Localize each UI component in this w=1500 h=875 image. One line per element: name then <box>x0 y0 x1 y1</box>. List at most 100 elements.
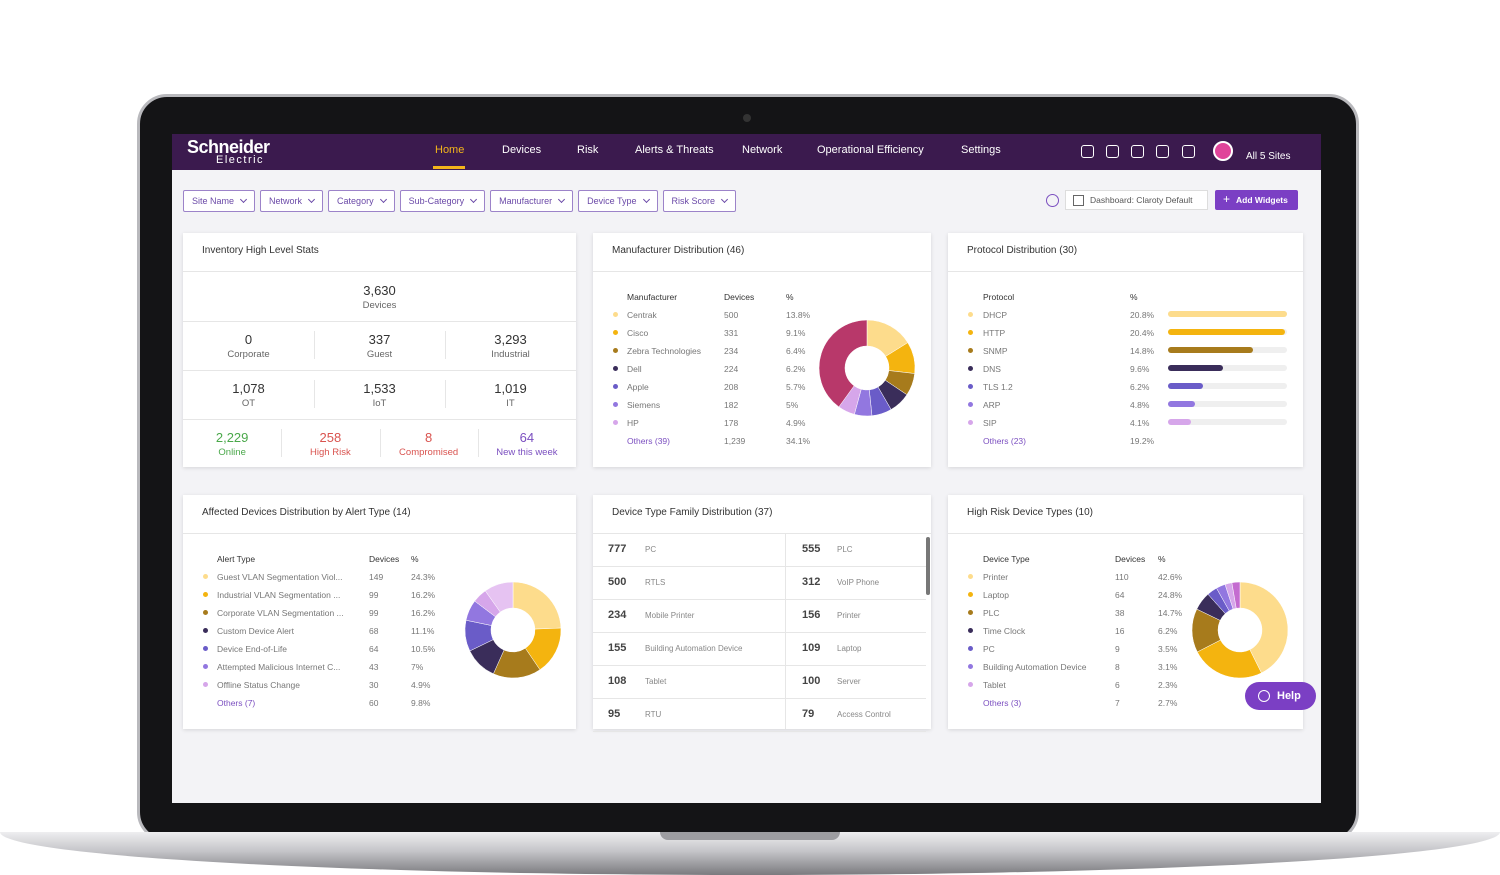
nav-item[interactable]: Settings <box>961 144 1001 156</box>
row-pct: 9.1% <box>786 328 806 338</box>
stat-label: Industrial <box>491 349 530 360</box>
legend-dot <box>968 664 973 669</box>
dashboard-selector[interactable]: Dashboard: Claroty Default <box>1065 190 1208 210</box>
row-pct: 2.7% <box>1158 698 1178 708</box>
donut-chart <box>818 319 916 417</box>
nav-icon[interactable] <box>1156 145 1169 158</box>
row-name: Others (7) <box>217 698 256 708</box>
row-name: SIP <box>983 418 997 428</box>
row-devices: 64 <box>1115 590 1125 600</box>
legend-dot <box>203 646 208 651</box>
nav-item[interactable]: Home <box>435 144 465 156</box>
divider <box>593 271 931 272</box>
donut-segment <box>484 581 514 613</box>
divider <box>183 321 576 322</box>
widget-title: Manufacturer Distribution (46) <box>612 245 745 256</box>
row-name: Tablet <box>983 680 1006 690</box>
family-name: RTLS <box>645 578 666 587</box>
row-name: Printer <box>983 572 1009 582</box>
widget-title: Inventory High Level Stats <box>202 245 319 256</box>
row-pct: 4.9% <box>411 680 431 690</box>
status-value: 258 <box>319 430 342 445</box>
family-count: 155 <box>608 642 627 654</box>
divider <box>445 380 446 408</box>
nav-icon[interactable] <box>1081 145 1094 158</box>
stat-value: 337 <box>368 332 391 347</box>
nav-icon[interactable] <box>1131 145 1144 158</box>
filter-dropdown[interactable]: Sub-Category <box>399 190 486 212</box>
row-pct: 24.3% <box>411 572 436 582</box>
nav-icon[interactable] <box>1182 145 1195 158</box>
filter-dropdown[interactable]: Category <box>328 190 395 212</box>
divider <box>314 331 315 359</box>
nav-item[interactable]: Devices <box>502 144 542 156</box>
nav-item[interactable]: Alerts & Threats <box>635 144 714 156</box>
row-pct: 3.1% <box>1158 662 1178 672</box>
row-pct: 16.2% <box>411 608 436 618</box>
help-icon <box>1258 690 1270 702</box>
filter-dropdown[interactable]: Device Type <box>578 190 658 212</box>
legend-dot <box>203 592 208 597</box>
avatar[interactable] <box>1213 141 1233 161</box>
row-pct: 13.8% <box>786 310 811 320</box>
family-count: 555 <box>802 543 821 555</box>
widget-card: Inventory High Level Stats 3,630 Devices 0 C… <box>183 233 576 467</box>
family-count: 234 <box>608 609 627 621</box>
divider <box>314 380 315 408</box>
nav-item[interactable]: Network <box>742 144 783 156</box>
nav-item[interactable]: Operational Efficiency <box>817 144 924 156</box>
divider <box>593 698 926 699</box>
filter-dropdown[interactable]: Risk Score <box>662 190 737 212</box>
row-devices: 182 <box>724 400 739 410</box>
row-pct: 4.8% <box>1130 400 1150 410</box>
divider <box>183 271 576 272</box>
widget-card: Protocol Distribution (30) Protocol% DHCP 2… <box>948 233 1303 467</box>
column-header: % <box>786 292 794 302</box>
legend-dot <box>203 628 208 633</box>
donut-chart <box>464 581 562 679</box>
legend-dot <box>203 574 208 579</box>
family-name: Building Automation Device <box>645 644 743 653</box>
row-pct: 11.1% <box>411 626 435 636</box>
filter-dropdown[interactable]: Network <box>260 190 324 212</box>
row-devices: 234 <box>724 346 739 356</box>
legend-dot <box>203 664 208 669</box>
sites-selector[interactable]: All 5 Sites <box>1246 151 1291 162</box>
legend-dot <box>968 628 973 633</box>
camera <box>743 114 751 122</box>
column-header: % <box>411 554 419 564</box>
row-devices: 99 <box>369 590 379 600</box>
column-header: Device Type <box>983 554 1030 564</box>
row-devices: 8 <box>1115 662 1120 672</box>
stat-value: 0 <box>244 332 253 347</box>
legend-dot <box>613 312 618 317</box>
legend-dot <box>968 682 973 687</box>
widget-card: Device Type Family Distribution (37) 777 P… <box>593 495 931 732</box>
status-value: 2,229 <box>215 430 249 445</box>
divider <box>183 419 576 420</box>
family-name: Printer <box>837 611 861 620</box>
row-pct: 4.9% <box>786 418 806 428</box>
filter-dropdown[interactable]: Manufacturer <box>490 190 574 212</box>
nav-item[interactable]: Risk <box>577 144 599 156</box>
divider <box>593 599 926 600</box>
column-header: Protocol <box>983 292 1015 302</box>
donut-segment <box>1239 581 1289 674</box>
help-icon[interactable] <box>1046 194 1059 207</box>
filter-dropdown[interactable]: Site Name <box>183 190 256 212</box>
add-widgets-button[interactable]: + Add Widgets <box>1215 190 1298 210</box>
row-pct: 9.6% <box>1130 364 1150 374</box>
bar <box>1168 401 1196 407</box>
status-label: Online <box>218 447 246 458</box>
row-devices: 7 <box>1115 698 1120 708</box>
divider <box>379 429 381 457</box>
column-header: Manufacturer <box>627 292 678 302</box>
stat-label: Devices <box>362 300 397 311</box>
stat-label: Corporate <box>227 349 270 360</box>
row-name: Others (23) <box>983 436 1026 446</box>
row-devices: 208 <box>724 382 739 392</box>
stat-label: OT <box>241 398 256 409</box>
help-button[interactable]: Help <box>1245 682 1316 710</box>
nav-icon[interactable] <box>1106 145 1119 158</box>
